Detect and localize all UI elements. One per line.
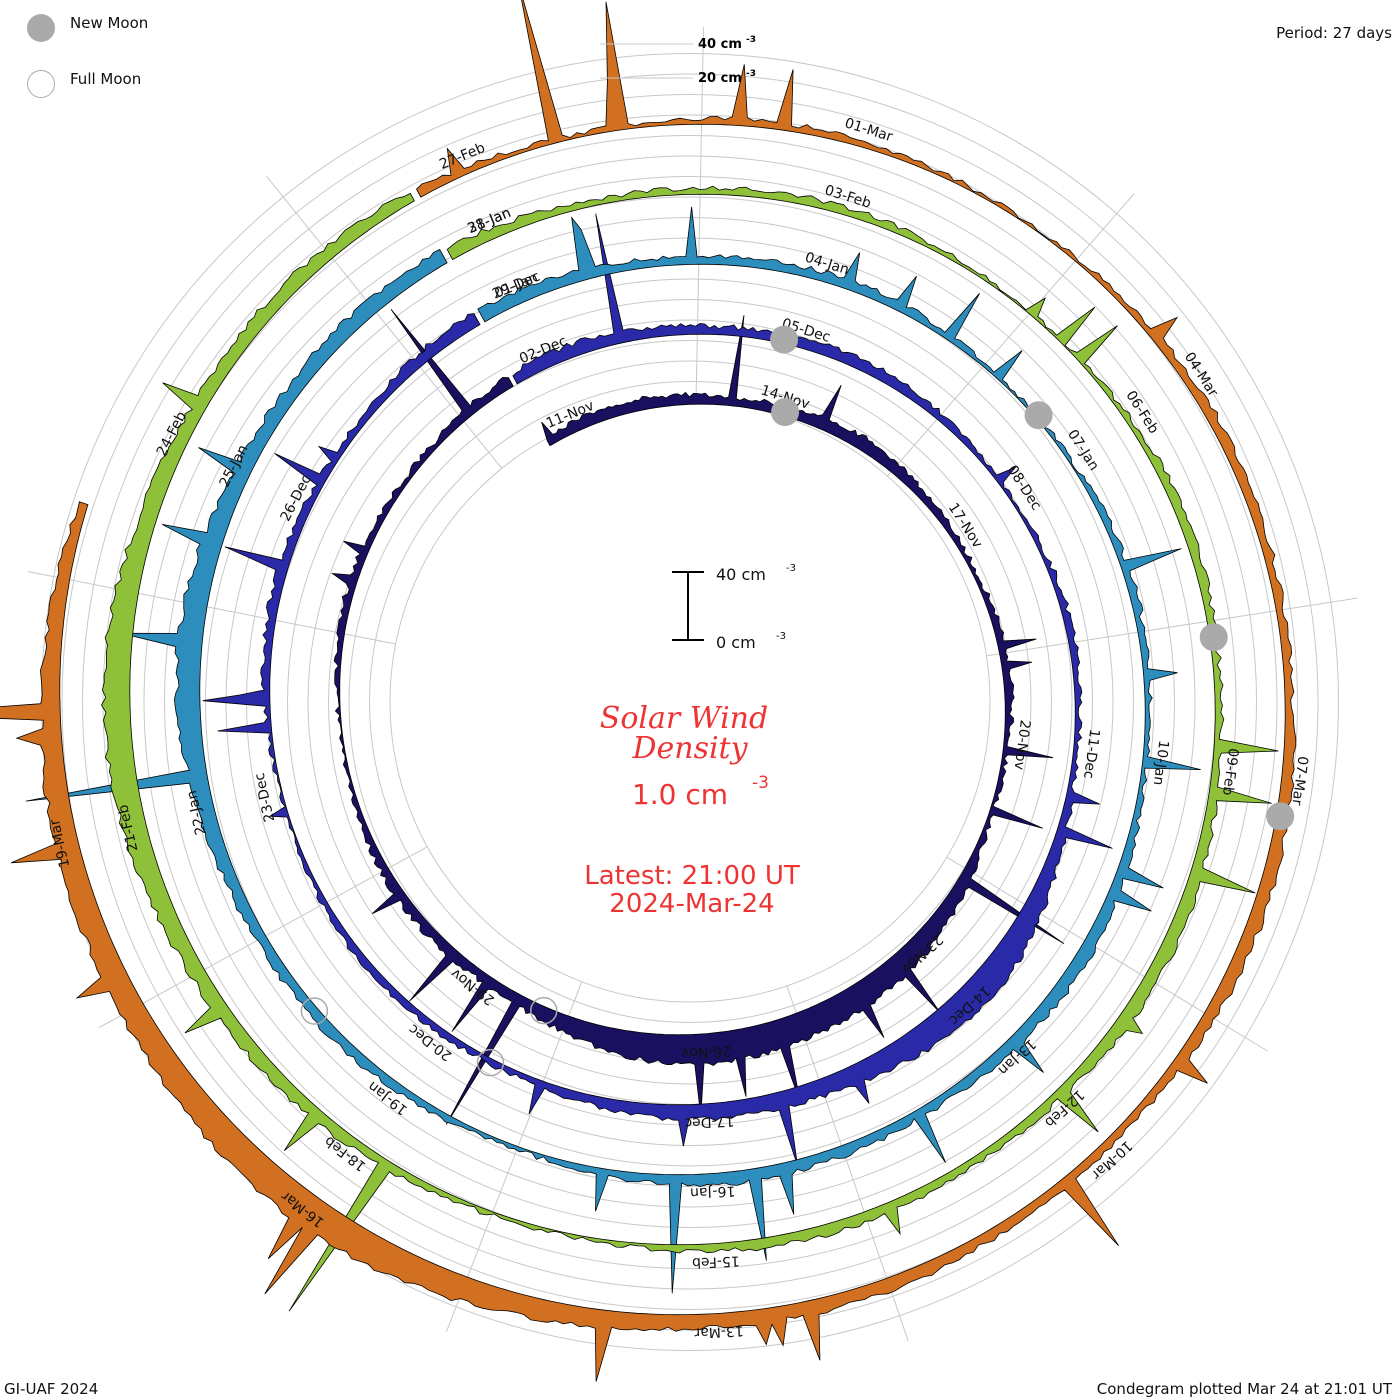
title-line2: Density <box>631 731 748 766</box>
legend-new-moon-label: New Moon <box>70 14 149 32</box>
new-moon-marker <box>771 398 800 427</box>
grid-spoke <box>887 193 1135 477</box>
new-moon-marker <box>1199 623 1228 652</box>
scale-bottom-exp: -3 <box>776 631 786 642</box>
date-label: 11-Dec <box>1080 728 1102 780</box>
density-ring-1 <box>331 309 1065 1125</box>
period-label: Period: 27 days <box>1276 24 1392 42</box>
moon-markers <box>300 325 1295 1077</box>
density-ring-2 <box>202 213 1113 1166</box>
new-moon-marker <box>770 325 799 354</box>
scale-top-exp: -3 <box>786 563 796 574</box>
density-ring-3 <box>25 206 1201 1294</box>
date-label: 16-Jan <box>690 1182 736 1200</box>
date-label: 17-Nov <box>945 500 986 551</box>
plotted-label: Condegram plotted Mar 24 at 21:01 UT <box>1096 1380 1392 1398</box>
legend-full-moon-icon <box>27 70 55 98</box>
date-label: 09-Feb <box>1219 747 1241 796</box>
density-ring-4 <box>101 185 1279 1312</box>
scale-top-label: 40 cm <box>716 565 766 584</box>
top-scale-20-label: 20 cm <box>698 71 742 86</box>
full-moon-marker <box>476 1048 505 1077</box>
credit-label: GI-UAF 2024 <box>4 1380 99 1398</box>
latest-time: Latest: 21:00 UT <box>584 861 800 891</box>
date-label: 13-Mar <box>694 1322 744 1340</box>
grid-spoke <box>695 27 704 403</box>
new-moon-marker <box>1266 802 1295 831</box>
latest-value: 1.0 cm <box>632 778 728 811</box>
date-label: 26-Nov <box>681 1043 732 1061</box>
date-label: 07-Mar <box>1288 755 1310 806</box>
grid-spoke <box>946 856 1268 1052</box>
full-moon-marker <box>530 996 558 1025</box>
grid-spoke <box>986 597 1358 657</box>
grid-circle <box>307 319 1073 1085</box>
top-scale-20-exp: -3 <box>746 69 756 79</box>
top-scale-40-exp: -3 <box>746 35 756 45</box>
density-ring-5 <box>0 0 1297 1382</box>
scale-bottom-label: 0 cm <box>716 633 756 652</box>
top-scale-40-label: 40 cm <box>698 37 742 52</box>
new-moon-marker <box>1024 401 1053 430</box>
legend-new-moon-icon <box>27 14 55 42</box>
legend-full-moon-label: Full Moon <box>70 70 142 88</box>
grid-spoke <box>446 981 583 1332</box>
latest-value-exp: -3 <box>752 773 769 793</box>
grid-circle <box>82 94 1298 1310</box>
date-label: 15-Feb <box>692 1252 740 1270</box>
density-series <box>0 0 1297 1382</box>
date-label: 08-Dec <box>1004 463 1044 514</box>
date-label: 07-Jan <box>1064 427 1102 474</box>
grid-spoke <box>27 571 396 645</box>
title-line1: Solar Wind <box>600 701 768 736</box>
date-label: 10-Jan <box>1150 739 1172 786</box>
date-label: 17-Dec <box>684 1112 735 1130</box>
date-label: 20-Nov <box>1011 719 1033 771</box>
grid-circle <box>328 340 1052 1064</box>
full-moon-marker <box>300 997 329 1025</box>
latest-date: 2024-Mar-24 <box>609 889 774 919</box>
